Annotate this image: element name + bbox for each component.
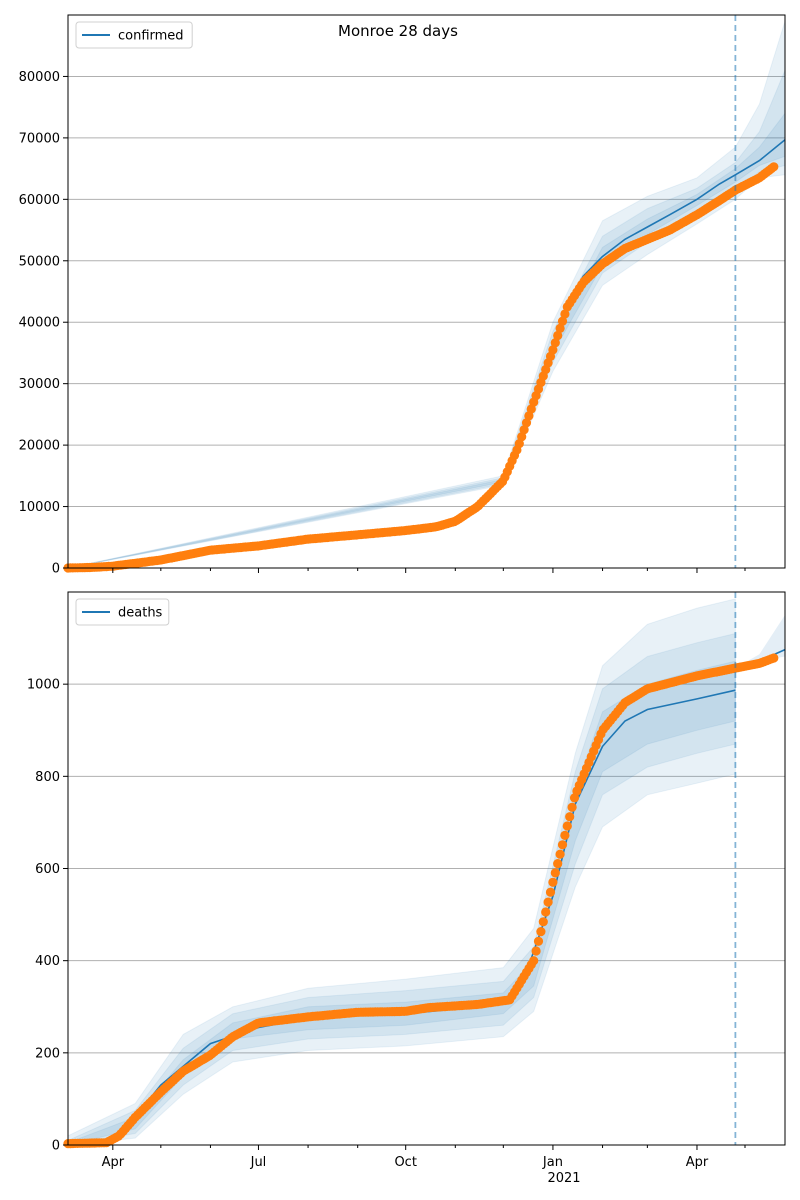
- x-tick-label: Jul: [250, 1155, 267, 1170]
- x-tick-label: Jan: [542, 1155, 563, 1170]
- confirmed-observed-point: [526, 404, 536, 414]
- x-tick-label: Oct: [394, 1155, 416, 1170]
- deaths-observed-point: [567, 802, 577, 812]
- confirmed-y-tick-label: 20000: [19, 439, 60, 454]
- deaths-y-tick-label: 1000: [27, 678, 60, 693]
- confirmed-y-tick-label: 10000: [19, 500, 60, 515]
- confirmed-observed-points: [63, 162, 779, 573]
- confirmed-y-tick-label: 40000: [19, 316, 60, 331]
- confirmed-band: [67, 70, 786, 569]
- deaths-observed-point: [550, 868, 560, 878]
- deaths-observed-point: [555, 849, 565, 859]
- confirmed-y-tick-label: 50000: [19, 254, 60, 269]
- deaths-observed-point: [553, 859, 563, 869]
- figure-title: Monroe 28 days: [338, 22, 458, 40]
- confirmed-observed-point: [519, 425, 529, 435]
- confirmed-observed-point: [769, 162, 779, 172]
- deaths-observed-point: [533, 936, 544, 946]
- confirmed-band: [67, 20, 786, 569]
- confirmed-x-axis: [112, 568, 746, 573]
- deaths-observed-point: [529, 956, 539, 966]
- confirmed-observed-point: [553, 330, 563, 341]
- deaths-y-tick-label: 600: [35, 862, 60, 877]
- deaths-panel: 0 200 400 600 800 1000 Apr Jul Oct Jan Apr 2021 d…: [27, 591, 786, 1186]
- confirmed-axes-frame: [67, 14, 786, 569]
- deaths-observed-point: [548, 877, 558, 887]
- confirmed-gridlines: [68, 75, 785, 508]
- deaths-observed-points: [63, 653, 779, 1149]
- deaths-x-axis: Apr Jul Oct Jan Apr: [102, 1145, 746, 1170]
- confirmed-observed-point: [521, 418, 532, 428]
- confirmed-observed-point: [557, 316, 568, 326]
- confirmed-y-tick-label: 0: [52, 562, 60, 577]
- deaths-observed-point: [569, 793, 580, 803]
- deaths-y-tick-label: 400: [35, 954, 60, 969]
- x-tick-label: Apr: [102, 1155, 125, 1170]
- deaths-observed-point: [536, 927, 546, 937]
- deaths-band: [67, 660, 736, 1146]
- deaths-observed-point: [769, 653, 779, 663]
- deaths-observed-point: [541, 907, 551, 917]
- confirmed-y-tick-label: 60000: [19, 193, 60, 208]
- deaths-observed-point: [538, 917, 548, 927]
- confirmed-legend-label: confirmed: [118, 29, 184, 44]
- deaths-observed-point: [562, 821, 572, 831]
- confirmed-observed-point: [514, 439, 524, 449]
- confirmed-y-axis: 0 10000 20000 30000 40000 50000 60000 70000 8000…: [19, 70, 68, 577]
- deaths-observed-point: [545, 887, 556, 897]
- confirmed-observed-point: [555, 323, 565, 333]
- confirmed-uncertainty-bands: [67, 20, 786, 569]
- deaths-y-tick-label: 800: [35, 770, 60, 785]
- confirmed-y-tick-label: 70000: [19, 131, 60, 146]
- deaths-observed-point: [543, 897, 553, 907]
- confirmed-observed-point: [548, 345, 558, 355]
- deaths-y-tick-label: 200: [35, 1046, 60, 1061]
- confirmed-legend-box: [75, 21, 193, 49]
- deaths-observed-point: [560, 830, 570, 841]
- deaths-y-tick-label: 0: [52, 1139, 60, 1154]
- confirmed-y-tick-label: 80000: [19, 70, 60, 85]
- deaths-legend-box: [75, 598, 170, 626]
- confirmed-observed-point: [560, 309, 570, 319]
- confirmed-y-tick-label: 30000: [19, 377, 60, 392]
- confirmed-panel: 0 10000 20000 30000 40000 50000 60000 70000 8000…: [19, 14, 786, 577]
- deaths-legend: deaths: [75, 598, 170, 626]
- confirmed-observed-point: [517, 432, 527, 442]
- confirmed-observed-point: [524, 411, 534, 421]
- deaths-observed-point: [557, 840, 568, 850]
- deaths-legend-label: deaths: [118, 606, 163, 621]
- deaths-observed-point: [565, 812, 575, 822]
- confirmed-observed-point: [550, 338, 560, 348]
- deaths-observed-point: [531, 946, 541, 956]
- x-tick-label: Apr: [686, 1155, 709, 1170]
- deaths-y-axis: 0 200 400 600 800 1000: [27, 678, 68, 1154]
- x-axis-year-label: 2021: [547, 1171, 580, 1186]
- confirmed-legend: confirmed: [75, 21, 193, 49]
